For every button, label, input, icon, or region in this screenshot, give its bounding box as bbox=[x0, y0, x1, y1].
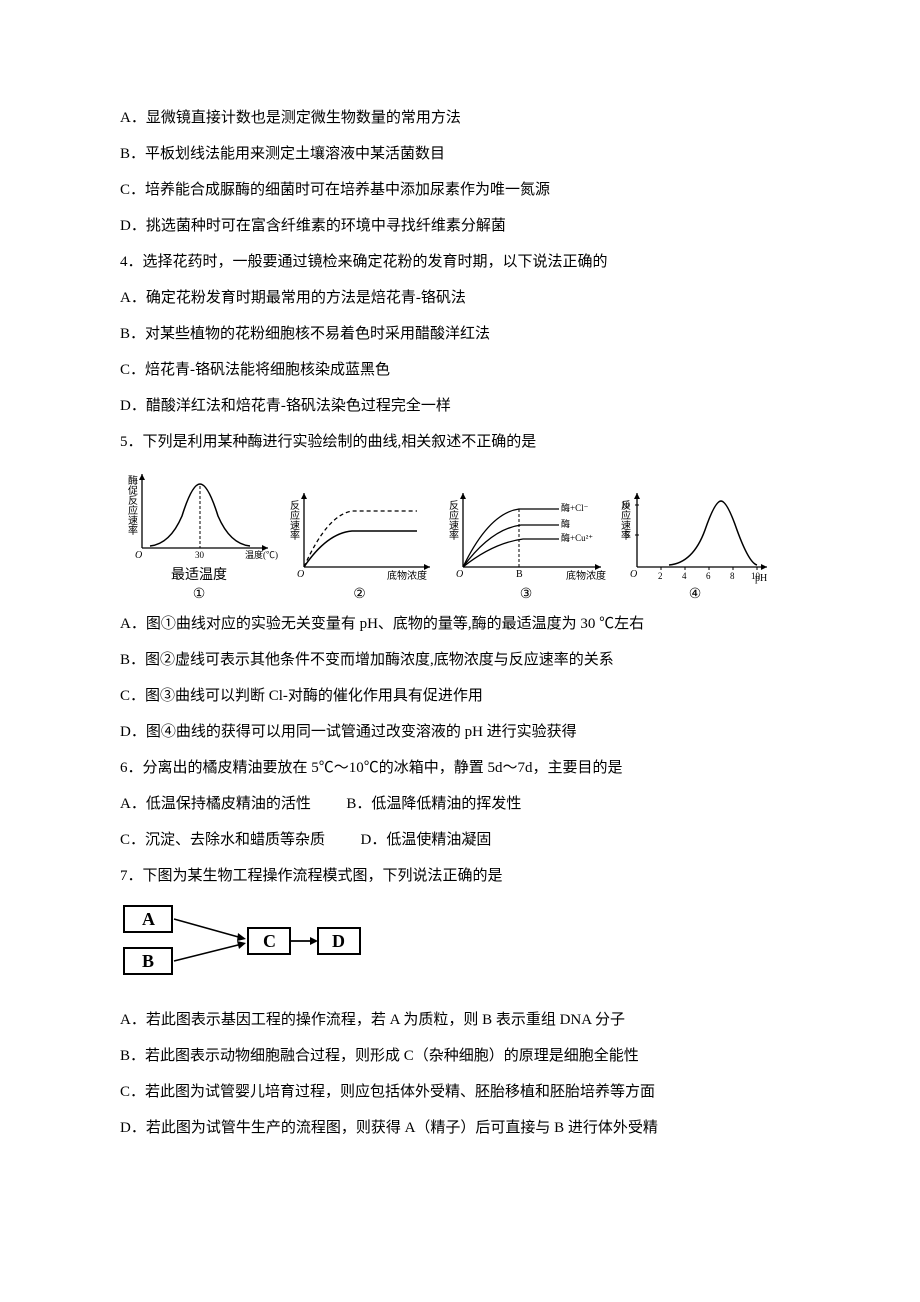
chart-3: 反应速率 O B 酶+Cl⁻ 酶 酶+Cu²⁺ 底物浓度 ③ bbox=[441, 485, 611, 604]
q7-opt-a: A．若此图表示基因工程的操作流程，若 A 为质粒，则 B 表示重组 DNA 分子 bbox=[120, 1002, 810, 1038]
q4-opt-b: B．对某些植物的花粉细胞核不易着色时采用醋酸洋红法 bbox=[120, 316, 810, 352]
box-d: D bbox=[332, 931, 345, 951]
q7-opt-c: C．若此图为试管婴儿培育过程，则应包括体外受精、胚胎移植和胚胎培养等方面 bbox=[120, 1074, 810, 1110]
q3-opt-c: C．培养能合成脲酶的细菌时可在培养基中添加尿素作为唯一氮源 bbox=[120, 172, 810, 208]
q5-opt-b: B．图②虚线可表示其他条件不变而增加酶浓度,底物浓度与反应速率的关系 bbox=[120, 642, 810, 678]
q7-opt-d: D．若此图为试管牛生产的流程图，则获得 A（精子）后可直接与 B 进行体外受精 bbox=[120, 1110, 810, 1146]
q3-opt-a: A．显微镜直接计数也是测定微生物数量的常用方法 bbox=[120, 100, 810, 136]
q7-diagram: A B C D bbox=[120, 902, 810, 994]
q6-row1: A．低温保持橘皮精油的活性 B．低温降低精油的挥发性 bbox=[120, 786, 810, 822]
chart-4: 反应速率 O 5 10 2 4 6 8 10 pH ④ bbox=[615, 485, 775, 604]
c4-num: ④ bbox=[689, 587, 702, 604]
q5-stem: 5．下列是利用某种酶进行实验绘制的曲线,相关叙述不正确的是 bbox=[120, 424, 810, 460]
c1-tick: 30 bbox=[195, 550, 205, 560]
svg-text:O: O bbox=[297, 569, 304, 580]
c4-xt2: 2 bbox=[658, 571, 663, 581]
c3-ylabel: 反应速率 bbox=[449, 500, 459, 542]
c3-xlabel: 底物浓度 bbox=[566, 569, 606, 582]
c2-xlabel: 底物浓度 bbox=[387, 569, 427, 582]
q6-stem: 6．分离出的橘皮精油要放在 5℃～10℃的冰箱中，静置 5d～7d，主要目的是 bbox=[120, 750, 810, 786]
c3-num: ③ bbox=[520, 587, 533, 604]
q7-stem: 7．下图为某生物工程操作流程模式图，下列说法正确的是 bbox=[120, 858, 810, 894]
q4-stem: 4．选择花药时，一般要通过镜检来确定花粉的发育时期，以下说法正确的 bbox=[120, 244, 810, 280]
c4-xt8: 8 bbox=[730, 571, 735, 581]
q6-opt-d: D．低温使精油凝固 bbox=[361, 832, 492, 848]
c4-yt10: 10 bbox=[621, 500, 631, 510]
q4-opt-c: C．焙花青-铬矾法能将细胞核染成蓝黑色 bbox=[120, 352, 810, 388]
q6-opt-a: A．低温保持橘皮精油的活性 bbox=[120, 796, 311, 812]
q3-opt-b: B．平板划线法能用来测定土壤溶液中某活菌数目 bbox=[120, 136, 810, 172]
q4-opt-d: D．醋酸洋红法和焙花青-铬矾法染色过程完全一样 bbox=[120, 388, 810, 424]
c3-line1: 酶+Cl⁻ bbox=[561, 502, 589, 513]
q5-opt-d: D．图④曲线的获得可以用同一试管通过改变溶液的 pH 进行实验获得 bbox=[120, 714, 810, 750]
q7-opt-b: B．若此图表示动物细胞融合过程，则形成 C（杂种细胞）的原理是细胞全能性 bbox=[120, 1038, 810, 1074]
c4-xt6: 6 bbox=[706, 571, 711, 581]
chart-1: 酶促反应速率 O 30 温度(℃) 最适温度 ① bbox=[120, 466, 278, 604]
c1-num: ① bbox=[193, 587, 206, 604]
c3-line2: 酶 bbox=[561, 518, 570, 529]
c1-xlabel: 温度(℃) bbox=[245, 549, 278, 560]
c2-ylabel: 反应速率 bbox=[290, 500, 300, 542]
svg-text:O: O bbox=[135, 550, 142, 561]
c4-xt4: 4 bbox=[682, 571, 687, 581]
c3-line3: 酶+Cu²⁺ bbox=[561, 532, 593, 543]
c4-xlabel: pH bbox=[755, 573, 767, 584]
svg-text:O: O bbox=[630, 569, 637, 580]
c2-num: ② bbox=[353, 587, 366, 604]
box-c: C bbox=[263, 931, 276, 951]
q5-opt-c: C．图③曲线可以判断 Cl-对酶的催化作用具有促进作用 bbox=[120, 678, 810, 714]
q6-row2: C．沉淀、去除水和蜡质等杂质 D．低温使精油凝固 bbox=[120, 822, 810, 858]
svg-text:O: O bbox=[456, 569, 463, 580]
q3-opt-d: D．挑选菌种时可在富含纤维素的环境中寻找纤维素分解菌 bbox=[120, 208, 810, 244]
c1-ylabel: 酶促反应速率 bbox=[128, 474, 138, 537]
q4-opt-a: A．确定花粉发育时期最常用的方法是焙花青-铬矾法 bbox=[120, 280, 810, 316]
q6-opt-c: C．沉淀、去除水和蜡质等杂质 bbox=[120, 832, 325, 848]
c4-yt5: 5 bbox=[625, 530, 630, 540]
box-a: A bbox=[142, 909, 155, 929]
chart-2: 反应速率 O 底物浓度 ② bbox=[282, 485, 437, 604]
q5-charts: 酶促反应速率 O 30 温度(℃) 最适温度 ① 反应速率 bbox=[120, 466, 810, 604]
c3-tick: B bbox=[516, 569, 523, 580]
box-b: B bbox=[142, 951, 154, 971]
c1-ticklabel: 最适温度 bbox=[171, 568, 227, 583]
q6-opt-b: B．低温降低精油的挥发性 bbox=[346, 796, 521, 812]
q5-opt-a: A．图①曲线对应的实验无关变量有 pH、底物的量等,酶的最适温度为 30 ℃左右 bbox=[120, 606, 810, 642]
